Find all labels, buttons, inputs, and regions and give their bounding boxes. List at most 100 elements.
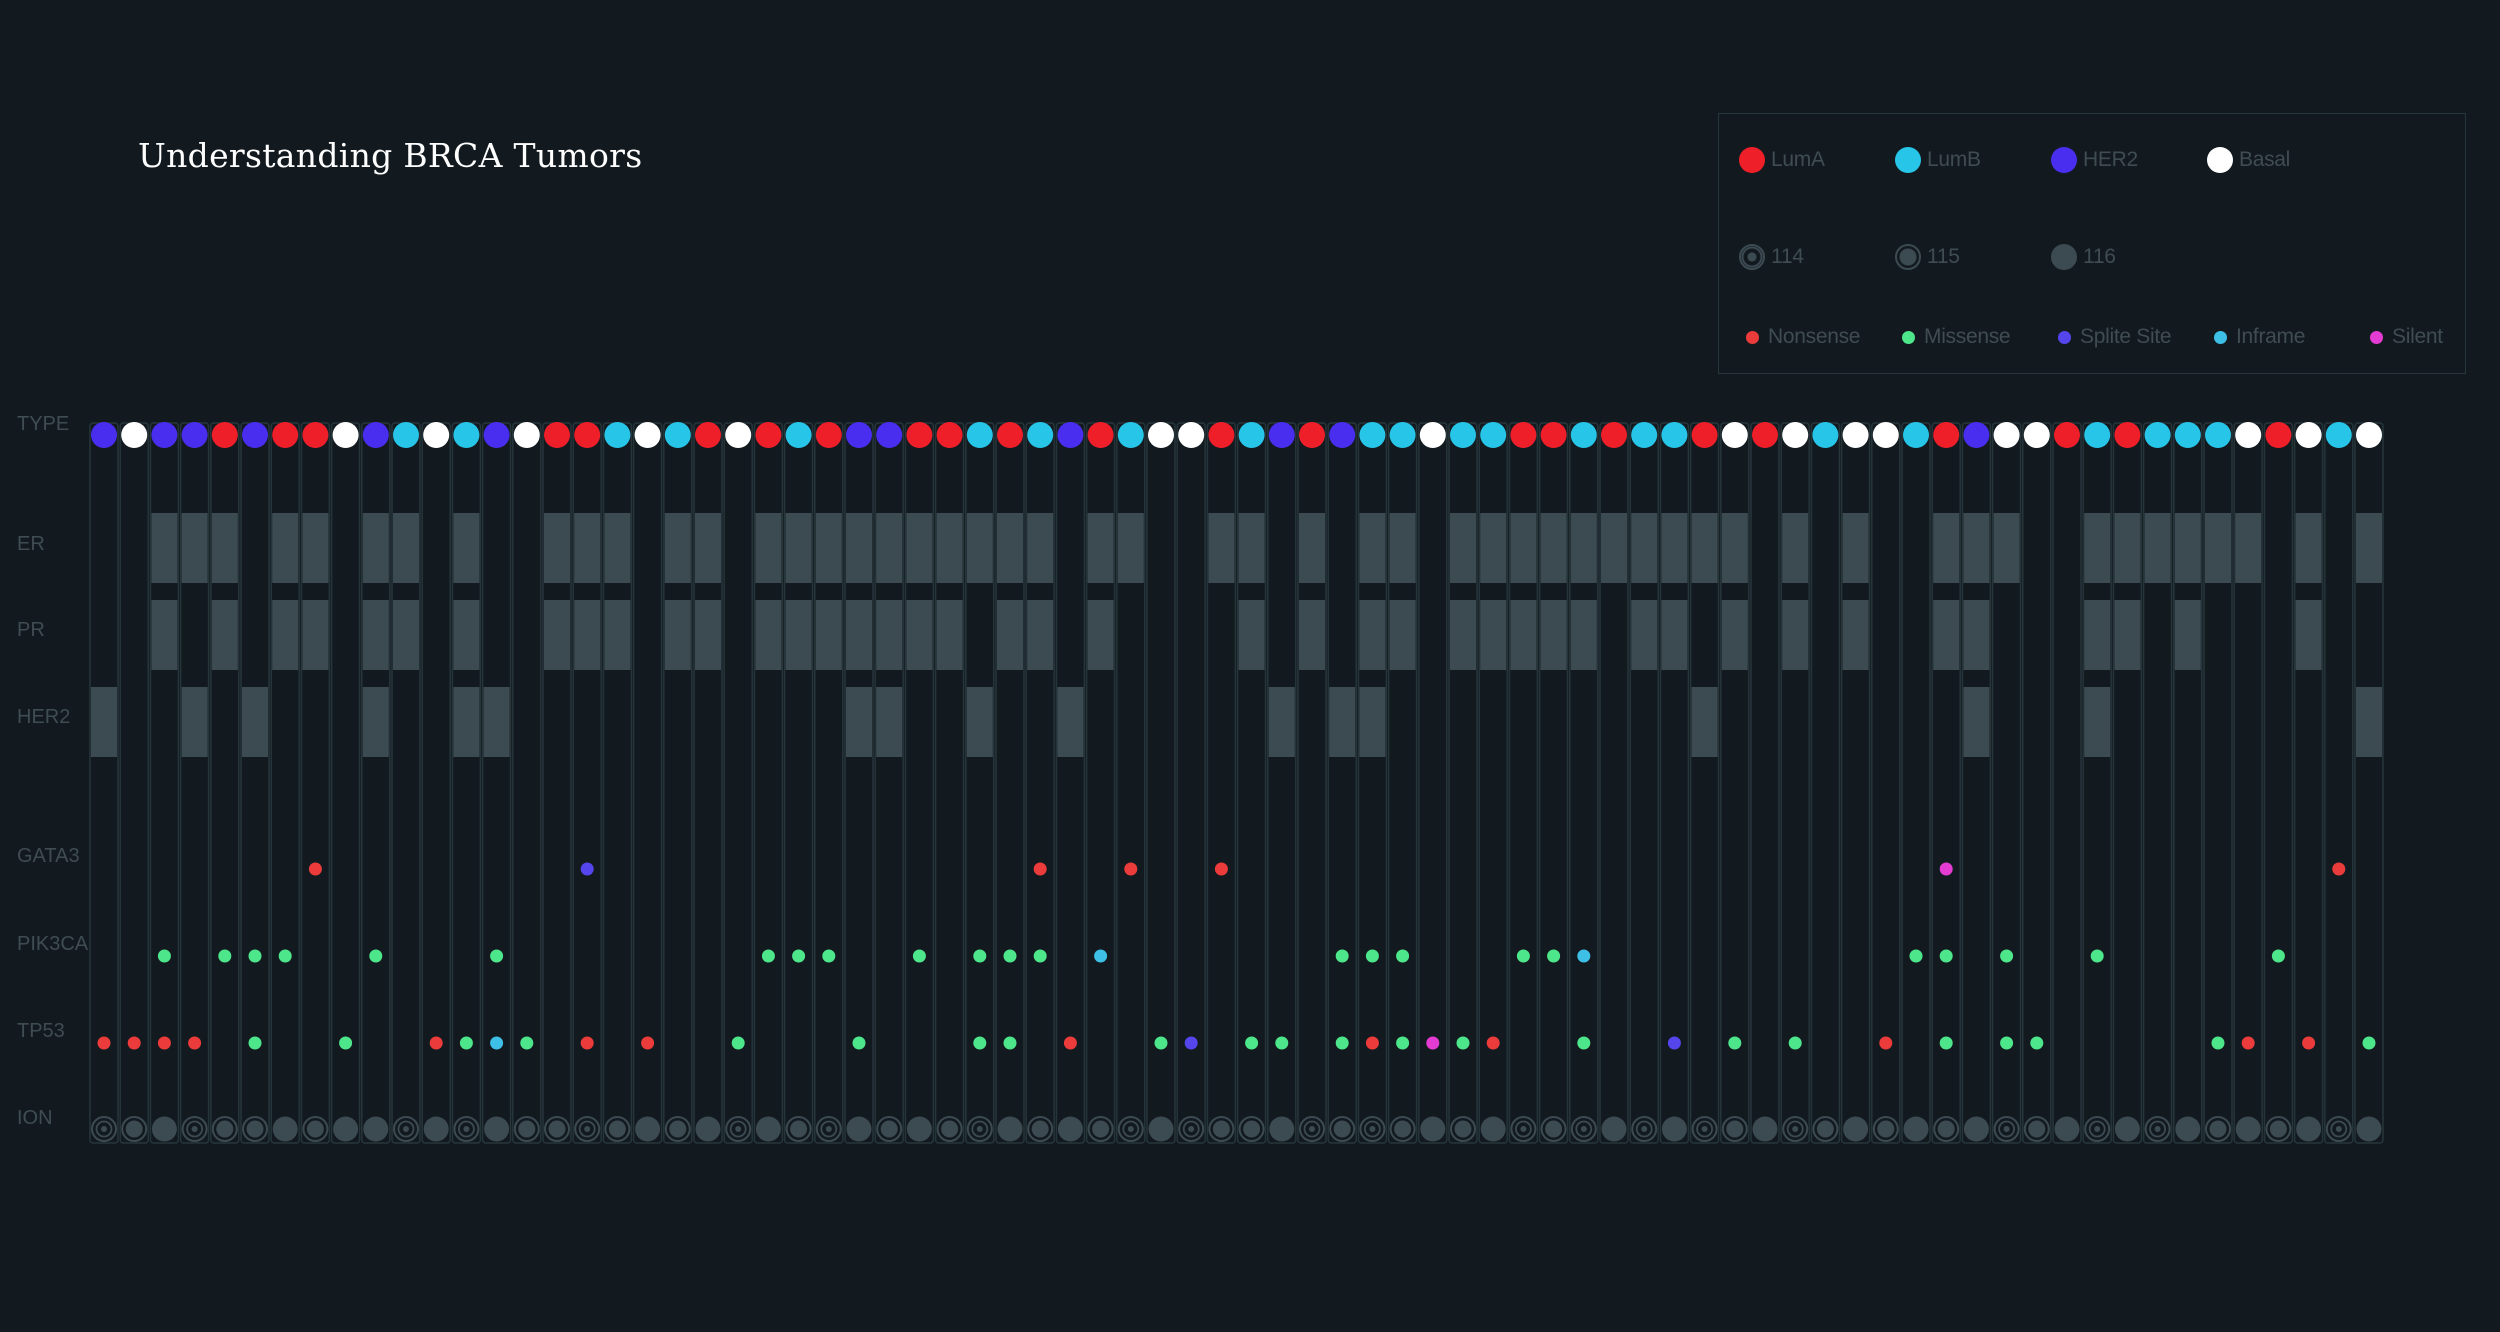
er-cell bbox=[544, 513, 570, 583]
legend-item-ion-116[interactable]: 116 bbox=[2051, 244, 2116, 270]
ion-115-marker bbox=[1087, 1116, 1114, 1142]
ion-115-marker bbox=[1329, 1116, 1356, 1142]
ion-116-marker bbox=[2114, 1116, 2140, 1142]
type-dot bbox=[1872, 422, 1899, 448]
ion-114-ring bbox=[186, 1120, 204, 1138]
legend-label-ion-115: 115 bbox=[1927, 245, 1960, 268]
ion-115-core bbox=[1243, 1120, 1261, 1138]
legend-item-basal[interactable]: Basal bbox=[2207, 147, 2290, 173]
ion-115-marker bbox=[1450, 1116, 1476, 1142]
sample-column bbox=[2052, 422, 2082, 1144]
er-cell bbox=[1782, 513, 1809, 583]
legend-label-silent: Silent bbox=[2392, 325, 2443, 348]
ion-114-marker bbox=[2084, 1116, 2111, 1142]
tp53-mutation-dot bbox=[1486, 1036, 1500, 1050]
pr-cell bbox=[1721, 600, 1748, 670]
er-cell bbox=[695, 513, 721, 583]
her2-cell bbox=[846, 687, 872, 757]
ion-115-marker bbox=[1812, 1116, 1839, 1142]
type-dot bbox=[664, 422, 691, 448]
type-dot bbox=[332, 422, 359, 448]
ion-114-ring bbox=[457, 1120, 475, 1138]
er-cell bbox=[1540, 513, 1567, 583]
type-dot bbox=[2023, 422, 2050, 448]
ion-115-marker bbox=[1872, 1116, 1899, 1142]
ion-116-marker bbox=[272, 1116, 298, 1142]
legend-item-nonsense[interactable]: Nonsense bbox=[1746, 325, 1860, 349]
type-dot bbox=[1963, 422, 1990, 448]
tp53-mutation-dot bbox=[731, 1036, 745, 1050]
ion-114-ring bbox=[2330, 1120, 2348, 1138]
pr-cell bbox=[2174, 600, 2201, 670]
legend-item-splite-site[interactable]: Splite Site bbox=[2058, 325, 2172, 349]
legend-label-luma: LumA bbox=[1771, 148, 1825, 171]
ion-114-ring bbox=[1303, 1120, 1321, 1138]
legend-swatch-splite-site bbox=[2058, 330, 2071, 344]
er-cell bbox=[1963, 513, 1990, 583]
legend-ion-115-icon bbox=[1895, 244, 1921, 270]
ion-116-marker bbox=[2296, 1116, 2322, 1142]
tp53-mutation-dot bbox=[2241, 1036, 2255, 1050]
pr-cell bbox=[1359, 600, 1386, 670]
legend: LumA LumB HER2 Basal 114 115 116 Nons bbox=[1718, 113, 2466, 374]
er-cell bbox=[2084, 513, 2111, 583]
tp53-mutation-dot bbox=[127, 1036, 141, 1050]
er-cell bbox=[936, 513, 963, 583]
legend-item-ion-114[interactable]: 114 bbox=[1739, 244, 1804, 270]
ion-115-core bbox=[1092, 1120, 1110, 1138]
ion-116-marker bbox=[2054, 1116, 2080, 1142]
legend-item-her2[interactable]: HER2 bbox=[2051, 147, 2138, 173]
legend-item-ion-115[interactable]: 115 bbox=[1895, 244, 1960, 270]
ion-115-marker bbox=[1238, 1116, 1265, 1142]
er-cell bbox=[755, 513, 782, 583]
legend-item-silent[interactable]: Silent bbox=[2370, 325, 2443, 349]
type-dot bbox=[544, 422, 570, 448]
legend-swatch-her2 bbox=[2051, 147, 2077, 173]
pr-cell bbox=[936, 600, 963, 670]
tp53-mutation-dot bbox=[2000, 1036, 2014, 1050]
tp53-mutation-dot bbox=[1788, 1036, 1802, 1050]
er-cell bbox=[876, 513, 903, 583]
type-dot bbox=[1631, 422, 1658, 448]
ion-116-marker bbox=[1843, 1116, 1869, 1142]
er-cell bbox=[302, 513, 329, 583]
er-cell bbox=[453, 513, 480, 583]
legend-item-luma[interactable]: LumA bbox=[1739, 147, 1825, 173]
tp53-mutation-dot bbox=[1667, 1036, 1681, 1050]
er-cell bbox=[1691, 513, 1718, 583]
ion-115-marker bbox=[544, 1116, 570, 1142]
ion-114-core bbox=[1309, 1126, 1315, 1132]
sample-column bbox=[1327, 422, 1357, 1144]
tp53-mutation-dot bbox=[852, 1036, 866, 1050]
type-dot bbox=[1480, 422, 1507, 448]
ion-114-ring bbox=[1364, 1120, 1381, 1138]
er-cell bbox=[2114, 513, 2141, 583]
er-cell bbox=[785, 513, 812, 583]
ion-114-marker bbox=[393, 1116, 419, 1142]
ion-114-ring bbox=[2149, 1120, 2167, 1138]
tp53-mutation-dot bbox=[2030, 1036, 2044, 1050]
her2-cell bbox=[91, 687, 117, 757]
legend-ion-114-icon bbox=[1739, 244, 1765, 270]
legend-item-inframe[interactable]: Inframe bbox=[2214, 325, 2305, 349]
ion-114-marker bbox=[1782, 1116, 1809, 1142]
ion-115-core bbox=[1545, 1120, 1563, 1138]
ion-114-core bbox=[735, 1126, 742, 1132]
tp53-mutation-dot bbox=[490, 1036, 504, 1050]
sample-column bbox=[632, 422, 663, 1144]
legend-swatch-silent bbox=[2370, 330, 2383, 344]
legend-item-missense[interactable]: Missense bbox=[1902, 325, 2011, 349]
er-cell bbox=[815, 513, 842, 583]
ion-116-marker bbox=[1057, 1116, 1083, 1142]
pr-cell bbox=[393, 600, 419, 670]
legend-item-lumb[interactable]: LumB bbox=[1895, 147, 1981, 173]
row-label-gata3: GATA3 bbox=[17, 845, 80, 867]
her2-cell bbox=[1268, 687, 1295, 757]
tp53-mutation-dot bbox=[1184, 1036, 1198, 1050]
er-cell bbox=[1661, 513, 1688, 583]
ion-115-core bbox=[2269, 1120, 2287, 1138]
ion-114-marker bbox=[815, 1116, 842, 1142]
type-dot bbox=[1057, 422, 1084, 448]
er-cell bbox=[664, 513, 691, 583]
er-cell bbox=[966, 513, 993, 583]
